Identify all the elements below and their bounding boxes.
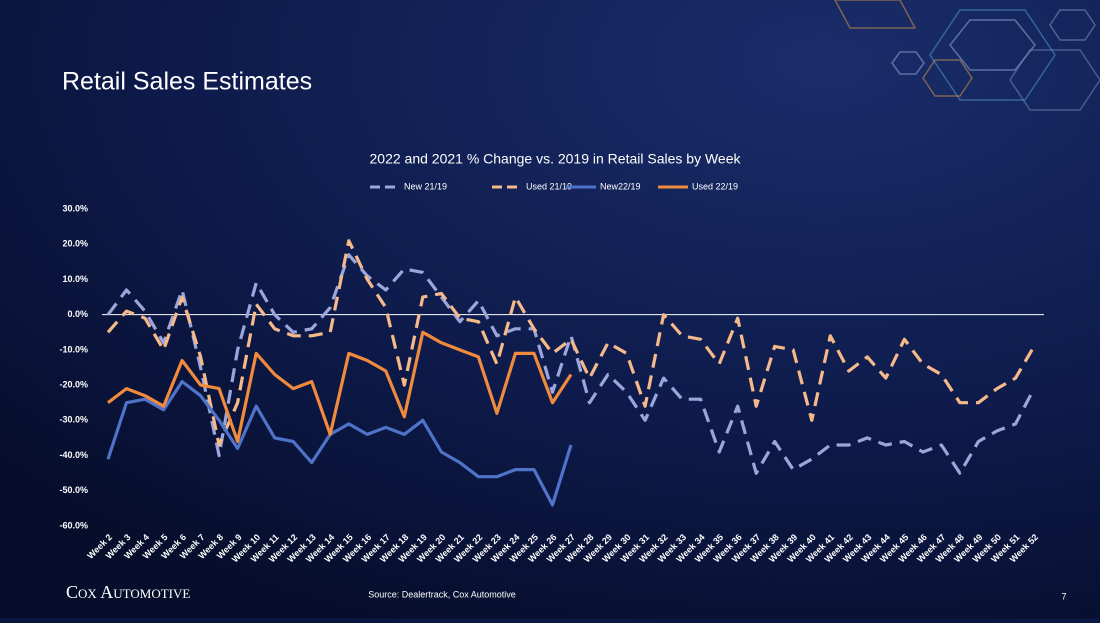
logo: Cox Automotive xyxy=(66,582,190,602)
y-tick-label: -10.0% xyxy=(59,344,88,354)
legend-label: New22/19 xyxy=(600,181,641,191)
series-line xyxy=(106,239,1036,447)
y-tick-label: 30.0% xyxy=(62,203,88,213)
y-tick-label: -50.0% xyxy=(59,485,88,495)
y-tick-label: 20.0% xyxy=(62,239,88,249)
legend-label: New 21/19 xyxy=(404,181,447,191)
legend-label: Used 22/19 xyxy=(692,181,738,191)
series-line xyxy=(106,380,573,507)
hex-decor xyxy=(834,0,1100,111)
slide-title: Retail Sales Estimates xyxy=(62,68,312,96)
y-tick-label: -30.0% xyxy=(59,415,88,425)
y-tick-label: -40.0% xyxy=(59,450,88,460)
y-tick-label: 0.0% xyxy=(67,309,88,319)
source: Source: Dealertrack, Cox Automotive xyxy=(368,589,516,599)
y-tick-label: 10.0% xyxy=(62,274,88,284)
y-tick-label: -20.0% xyxy=(59,379,88,389)
chart-title: 2022 and 2021 % Change vs. 2019 in Retai… xyxy=(370,151,742,167)
page-number: 7 xyxy=(1061,591,1066,601)
y-tick-label: -60.0% xyxy=(59,520,88,530)
legend-label: Used 21/19 xyxy=(526,181,572,191)
series-line xyxy=(106,253,1036,475)
series-line xyxy=(107,330,573,444)
